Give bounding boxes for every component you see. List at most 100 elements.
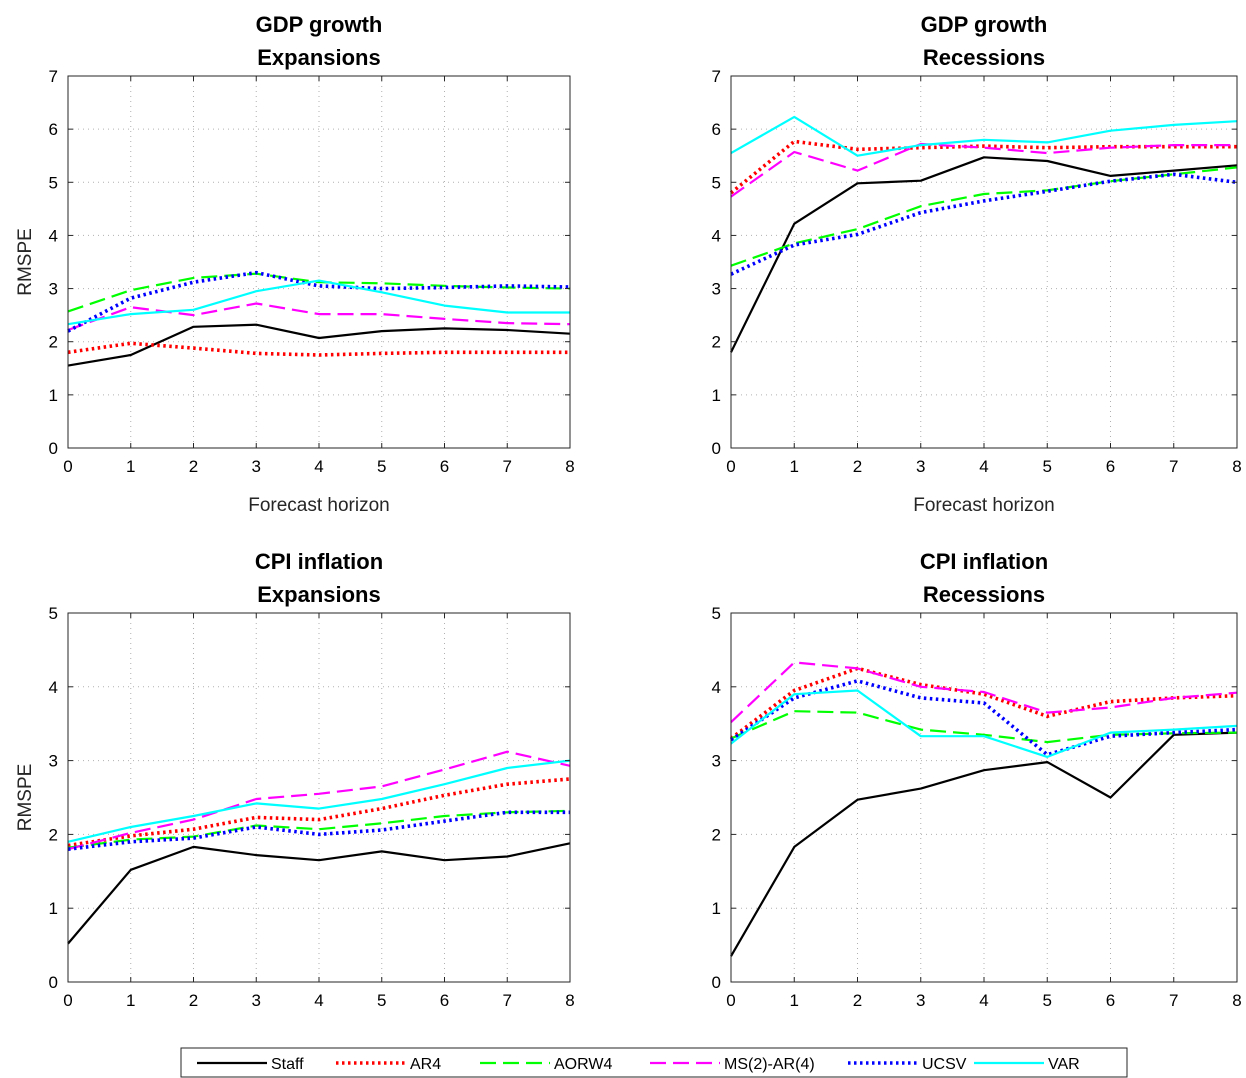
y-tick-label: 5 — [49, 173, 58, 192]
x-tick-label: 2 — [853, 457, 862, 476]
x-tick-label: 8 — [1232, 457, 1241, 476]
x-tick-label: 4 — [979, 991, 988, 1010]
y-tick-label: 3 — [49, 752, 58, 771]
plot-area — [68, 613, 570, 982]
x-tick-label: 4 — [314, 457, 323, 476]
x-tick-label: 7 — [503, 991, 512, 1010]
chart-title-line-2: Expansions — [257, 582, 380, 607]
x-tick-label: 3 — [252, 457, 261, 476]
y-tick-label: 1 — [49, 386, 58, 405]
legend-label-ucsv: UCSV — [922, 1056, 967, 1073]
subplot-4: 0 1 2 3 4 5 6 7 8 0 1 2 3 4 5 CPI inflation Recessions — [712, 549, 1242, 1010]
y-tick-label: 3 — [49, 280, 58, 299]
x-tick-label: 6 — [440, 991, 449, 1010]
chart-title-line-2: Expansions — [257, 45, 380, 70]
series-line-staff — [67, 842, 571, 945]
y-tick-label: 6 — [49, 120, 58, 139]
series-line-var — [67, 279, 570, 326]
series-line-ar4 — [729, 139, 1237, 195]
series-line-staff — [730, 731, 1238, 957]
series-line-aorw4 — [67, 272, 571, 313]
y-tick-label: 4 — [712, 226, 721, 245]
y-tick-label: 5 — [49, 604, 58, 623]
series-line-ucsv — [730, 172, 1238, 276]
y-tick-label: 7 — [712, 67, 721, 86]
y-tick-label: 3 — [712, 280, 721, 299]
x-tick-label: 1 — [790, 457, 799, 476]
x-tick-label: 0 — [63, 457, 72, 476]
y-axis-label: RMSPE — [15, 228, 36, 296]
subplots: 0 1 2 3 4 5 6 7 8 0 1 2 3 4 5 6 7 GDP growth Expansions For… — [15, 12, 1242, 1010]
legend-label-staff: Staff — [271, 1056, 304, 1073]
subplot-1: 0 1 2 3 4 5 6 7 8 0 1 2 3 4 5 6 7 GDP growth Expansions For… — [15, 12, 575, 516]
series-line-aorw4 — [730, 166, 1238, 267]
y-tick-label: 1 — [49, 899, 58, 918]
x-tick-label: 4 — [979, 457, 988, 476]
x-tick-label: 3 — [916, 991, 925, 1010]
y-tick-label: 1 — [712, 386, 721, 405]
x-tick-label: 6 — [1106, 457, 1115, 476]
legend-label-var: VAR — [1048, 1056, 1080, 1073]
series-line-var — [730, 689, 1238, 759]
x-tick-label: 5 — [1043, 991, 1052, 1010]
series-line-ms-2-ar-4 — [67, 750, 571, 851]
x-tick-label: 4 — [314, 991, 323, 1010]
y-tick-label: 5 — [712, 604, 721, 623]
chart-title-line-1: GDP growth — [256, 12, 383, 37]
y-tick-label: 0 — [49, 973, 58, 992]
chart-title-line-2: Recessions — [923, 582, 1045, 607]
y-axis-label: RMSPE — [15, 764, 36, 832]
x-tick-label: 0 — [726, 991, 735, 1010]
y-tick-label: 4 — [49, 678, 58, 697]
y-tick-label: 2 — [49, 825, 58, 844]
y-tick-label: 0 — [49, 439, 58, 458]
legend-label-ms-2-ar-4: MS(2)-AR(4) — [724, 1056, 815, 1073]
x-tick-label: 8 — [565, 457, 574, 476]
plot-area — [731, 613, 1237, 982]
series-line-staff — [730, 156, 1238, 353]
y-tick-label: 0 — [712, 439, 721, 458]
x-tick-label: 7 — [503, 457, 512, 476]
x-axis-label: Forecast horizon — [913, 495, 1055, 516]
x-tick-label: 0 — [726, 457, 735, 476]
subplot-2: 0 1 2 3 4 5 6 7 8 0 1 2 3 4 5 6 7 GDP growth Recessions For… — [712, 12, 1242, 516]
series-line-var — [730, 115, 1238, 157]
y-tick-label: 2 — [712, 825, 721, 844]
y-tick-label: 4 — [49, 226, 58, 245]
x-tick-label: 1 — [790, 991, 799, 1010]
subplot-3: 0 1 2 3 4 5 6 7 8 0 1 2 3 4 5 CPI inflation Expansions RM… — [15, 549, 575, 1010]
x-tick-label: 6 — [1106, 991, 1115, 1010]
series-line-ar4 — [67, 341, 570, 357]
y-tick-label: 0 — [712, 973, 721, 992]
x-tick-label: 8 — [565, 991, 574, 1010]
y-tick-label: 4 — [712, 678, 721, 697]
x-tick-label: 3 — [916, 457, 925, 476]
y-tick-label: 2 — [712, 333, 721, 352]
x-tick-label: 2 — [189, 457, 198, 476]
series-line-ms-2-ar-4 — [67, 302, 571, 332]
chart-title-line-1: CPI inflation — [255, 549, 383, 574]
chart-title-line-1: GDP growth — [921, 12, 1048, 37]
chart-title-line-2: Recessions — [923, 45, 1045, 70]
series-line-ms-2-ar-4 — [730, 142, 1237, 198]
x-tick-label: 3 — [252, 991, 261, 1010]
x-tick-label: 5 — [377, 457, 386, 476]
series-line-ucsv — [67, 810, 570, 851]
series-line-var — [67, 759, 571, 843]
y-tick-label: 5 — [712, 173, 721, 192]
x-tick-label: 1 — [126, 991, 135, 1010]
y-tick-label: 7 — [49, 67, 58, 86]
x-tick-label: 2 — [189, 991, 198, 1010]
x-tick-label: 8 — [1232, 991, 1241, 1010]
series-line-ar4 — [67, 777, 571, 848]
x-axis-label: Forecast horizon — [248, 495, 390, 516]
x-tick-label: 0 — [63, 991, 72, 1010]
x-tick-label: 5 — [1043, 457, 1052, 476]
y-tick-label: 6 — [712, 120, 721, 139]
x-tick-label: 2 — [853, 991, 862, 1010]
x-tick-label: 1 — [126, 457, 135, 476]
x-tick-label: 7 — [1169, 991, 1178, 1010]
legend-label-aorw4: AORW4 — [554, 1056, 612, 1073]
x-tick-label: 7 — [1169, 457, 1178, 476]
